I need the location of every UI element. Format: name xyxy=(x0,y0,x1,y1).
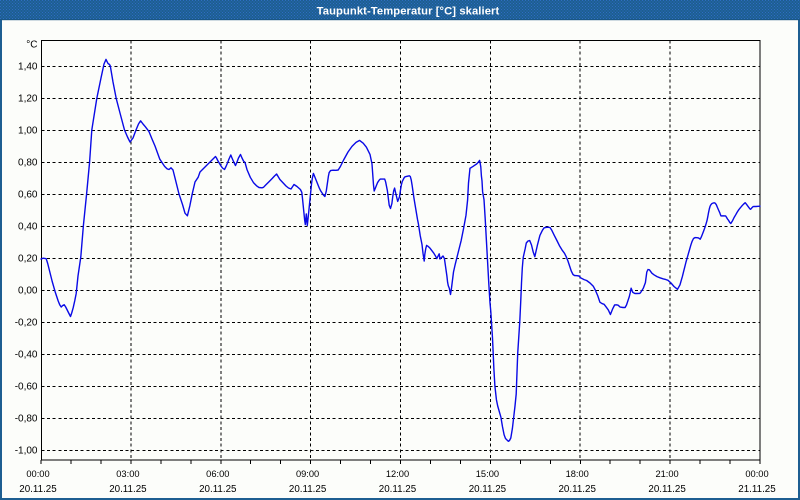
svg-text:1,40: 1,40 xyxy=(18,62,38,73)
svg-text:20.11.25: 20.11.25 xyxy=(558,484,596,495)
svg-text:15:00: 15:00 xyxy=(476,469,499,479)
svg-text:03:00: 03:00 xyxy=(116,469,139,479)
svg-text:20.11.25: 20.11.25 xyxy=(379,484,417,495)
svg-text:21.11.25: 21.11.25 xyxy=(738,484,776,495)
svg-text:00:00: 00:00 xyxy=(745,469,768,479)
svg-text:0,20: 0,20 xyxy=(18,254,38,265)
svg-text:1,20: 1,20 xyxy=(18,94,38,105)
svg-text:21:00: 21:00 xyxy=(655,469,678,479)
svg-text:-0,80: -0,80 xyxy=(15,414,38,425)
svg-text:-1,00: -1,00 xyxy=(15,446,38,457)
svg-text:18:00: 18:00 xyxy=(566,469,589,479)
svg-text:0,00: 0,00 xyxy=(18,286,38,297)
svg-text:0,80: 0,80 xyxy=(18,158,38,169)
svg-text:20.11.25: 20.11.25 xyxy=(19,484,57,495)
svg-text:0,40: 0,40 xyxy=(18,222,38,233)
svg-text:1,00: 1,00 xyxy=(18,126,38,137)
svg-text:°C: °C xyxy=(26,40,37,51)
svg-text:-0,60: -0,60 xyxy=(15,382,38,393)
svg-text:-0,20: -0,20 xyxy=(15,318,38,329)
svg-text:20.11.25: 20.11.25 xyxy=(109,484,147,495)
svg-text:-0,40: -0,40 xyxy=(15,350,38,361)
svg-text:12:00: 12:00 xyxy=(386,469,409,479)
svg-text:00:00: 00:00 xyxy=(26,469,49,479)
svg-text:06:00: 06:00 xyxy=(206,469,229,479)
svg-text:20.11.25: 20.11.25 xyxy=(199,484,237,495)
svg-text:09:00: 09:00 xyxy=(296,469,319,479)
svg-text:20.11.25: 20.11.25 xyxy=(648,484,686,495)
svg-text:20.11.25: 20.11.25 xyxy=(289,484,327,495)
svg-text:20.11.25: 20.11.25 xyxy=(469,484,507,495)
svg-text:0,60: 0,60 xyxy=(18,190,38,201)
svg-text:Taupunkt-Temperatur [°C] skali: Taupunkt-Temperatur [°C] skaliert xyxy=(317,6,500,18)
